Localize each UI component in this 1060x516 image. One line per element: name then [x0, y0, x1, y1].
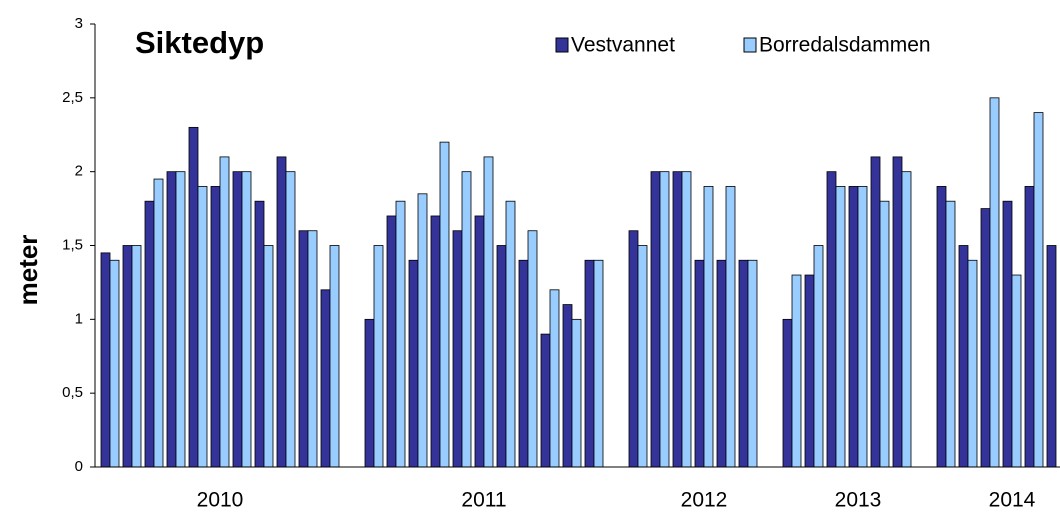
bar [593, 259, 604, 468]
bar [681, 171, 692, 468]
bar [386, 215, 397, 468]
bar [219, 156, 230, 468]
bar [782, 318, 793, 468]
x-tick-label: 2013 [835, 489, 882, 512]
bar [1033, 112, 1044, 468]
bar [980, 208, 991, 468]
bar [703, 186, 714, 468]
bar [307, 230, 318, 468]
bar [408, 259, 419, 468]
bar [857, 186, 868, 468]
bar [430, 215, 441, 468]
x-tick-label: 2012 [681, 489, 728, 512]
bar [813, 245, 824, 468]
y-tick-label: 0,5 [62, 384, 83, 401]
legend-label: Vestvannet [571, 34, 675, 57]
bar [153, 178, 164, 468]
x-tick-label: 2010 [197, 489, 244, 512]
bar [804, 274, 815, 468]
x-tick-label: 2014 [989, 489, 1036, 512]
bar [100, 252, 111, 468]
bar [254, 200, 265, 468]
bar [936, 186, 947, 468]
bar [571, 318, 582, 468]
bar [637, 245, 648, 468]
bar [285, 171, 296, 468]
bar [791, 274, 802, 468]
bar [540, 333, 551, 468]
bar [694, 259, 705, 468]
bar [562, 304, 573, 468]
bar [109, 259, 120, 468]
bar [320, 289, 331, 468]
bar [870, 156, 881, 468]
bar [527, 230, 538, 468]
bar [197, 186, 208, 468]
bar [505, 200, 516, 468]
bar [276, 156, 287, 468]
y-tick-label: 1 [75, 310, 83, 327]
bar [584, 259, 595, 468]
y-tick-label: 1,5 [62, 236, 83, 253]
bar [725, 186, 736, 468]
bar [131, 245, 142, 468]
bar [329, 245, 340, 468]
bar [879, 200, 890, 468]
bar [1046, 245, 1057, 468]
bar [989, 97, 1000, 468]
legend-label: Borredalsdammen [759, 34, 931, 57]
bar [452, 230, 463, 468]
bar [439, 141, 450, 468]
bar [1002, 200, 1013, 468]
bar [892, 156, 903, 468]
bar [188, 126, 199, 468]
bar [417, 193, 428, 468]
bar [364, 318, 375, 468]
bar [263, 245, 274, 468]
bar [958, 245, 969, 468]
bar [659, 171, 670, 468]
bar [122, 245, 133, 468]
bar [483, 156, 494, 468]
bar [835, 186, 846, 468]
bar [241, 171, 252, 468]
bar [967, 259, 978, 468]
bar [738, 259, 749, 468]
bar [175, 171, 186, 468]
bar [848, 186, 859, 468]
bar [232, 171, 243, 468]
bar [672, 171, 683, 468]
bar [496, 245, 507, 468]
bar [549, 289, 560, 468]
bar [826, 171, 837, 468]
y-axis-label: meter [13, 235, 43, 306]
bar [474, 215, 485, 468]
bar [628, 230, 639, 468]
y-tick-label: 3 [75, 15, 83, 32]
y-tick-label: 2 [75, 163, 83, 180]
chart-title: Siktedyp [135, 25, 264, 60]
y-tick-label: 2,5 [62, 89, 83, 106]
bar [901, 171, 912, 468]
bar [1024, 186, 1035, 468]
bar [298, 230, 309, 468]
bar [166, 171, 177, 468]
bar [716, 259, 727, 468]
bar [461, 171, 472, 468]
bar [747, 259, 758, 468]
bar [210, 186, 221, 468]
bar [518, 259, 529, 468]
y-tick-label: 0 [75, 458, 83, 475]
bar [650, 171, 661, 468]
x-tick-label: 2011 [461, 489, 506, 512]
legend-swatch [743, 37, 757, 53]
bar [144, 200, 155, 468]
legend-swatch [555, 37, 569, 53]
bar [373, 245, 384, 468]
bar [945, 200, 956, 468]
bar [1011, 274, 1022, 468]
bar [395, 200, 406, 468]
